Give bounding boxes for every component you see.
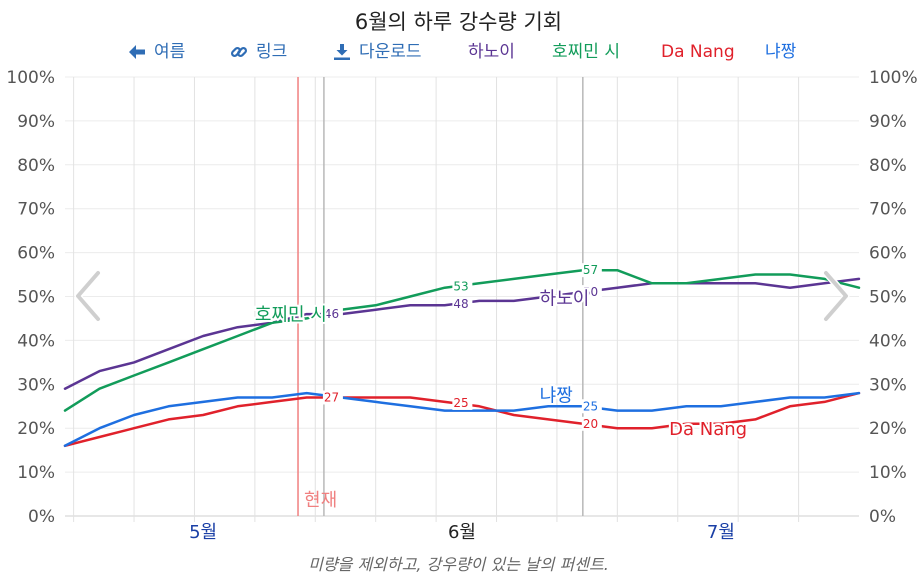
y-tick-label-left: 50% (17, 288, 55, 308)
data-label-bg (452, 395, 473, 410)
data-label-bg (581, 416, 602, 431)
month-tick-label: 5월 (189, 522, 217, 543)
data-label-bg (581, 399, 602, 414)
y-tick-label-left: 30% (17, 375, 55, 395)
legend-item-hanoi[interactable]: 하노이 (468, 42, 515, 62)
arrow-left-icon (129, 45, 145, 59)
prev-arrow[interactable] (74, 269, 102, 323)
y-tick-label-right: 30% (869, 375, 907, 395)
month-tick-label: 7월 (707, 522, 735, 543)
data-label-bg (581, 285, 602, 300)
footnote: 미량을 제외하고, 강우량이 있는 날의 퍼센트. (308, 555, 609, 574)
data-label-danang: 20 (583, 417, 598, 431)
y-tick-label-right: 100% (869, 68, 917, 88)
series-annotation-hcm: 호찌민 시 (255, 304, 327, 325)
y-tick-label-left: 100% (6, 68, 55, 88)
legend-item-nhatrang[interactable]: 냐짱 (765, 42, 797, 62)
y-axis-left: 0% 10% 20% 30% 40% 50% 60% 70% 80% 90% 100% (6, 68, 55, 527)
y-tick-label-right: 70% (869, 200, 907, 220)
chart-title: 6월의 하루 강수량 기회 (354, 10, 563, 34)
data-label-danang: 25 (453, 396, 468, 410)
now-marker: 현재 (297, 77, 337, 516)
series-annotation-nhatrang: 냐짱 (540, 385, 573, 406)
next-arrow[interactable] (822, 269, 850, 323)
y-tick-label-left: 20% (17, 419, 55, 439)
y-tick-label-left: 40% (17, 331, 55, 351)
data-label-bg (322, 390, 343, 405)
legend-item-hcm[interactable]: 호찌민 시 (552, 42, 620, 62)
y-tick-label-left: 90% (17, 112, 55, 132)
back-summer-button[interactable]: 여름 (128, 40, 185, 64)
back-summer-label: 여름 (154, 42, 186, 62)
data-label-danang: 27 (324, 390, 339, 404)
data-label-hcm: 57 (583, 263, 598, 277)
data-label-nhatrang: 25 (583, 399, 598, 413)
data-label-bg (322, 307, 343, 322)
now-label: 현재 (304, 490, 337, 511)
data-label-hanoi: 48 (453, 297, 468, 311)
y-tick-label-left: 70% (17, 200, 55, 220)
download-button[interactable]: 다운로드 (333, 40, 422, 64)
y-tick-label-left: 10% (17, 463, 55, 483)
y-tick-label-right: 10% (869, 463, 907, 483)
link-icon (230, 46, 248, 58)
y-tick-label-right: 50% (869, 288, 907, 308)
download-label: 다운로드 (359, 42, 422, 62)
month-tick-label: 6월 (448, 522, 476, 543)
data-label-hcm: 53 (453, 280, 468, 294)
y-tick-label-right: 60% (869, 244, 907, 264)
data-label-bg (452, 279, 473, 294)
y-tick-label-right: 40% (869, 331, 907, 351)
series-annotation-hanoi: 하노이 (540, 289, 590, 310)
series-line-nhatrang (63, 391, 861, 448)
x-axis: 5월 6월 7월 (189, 522, 735, 543)
y-tick-label-right: 90% (869, 112, 907, 132)
y-tick-label-right: 0% (869, 507, 896, 527)
link-label: 링크 (256, 42, 288, 62)
series-annotation-danang: Da Nang (669, 419, 747, 440)
data-label-bg (581, 263, 602, 278)
y-tick-label-left: 60% (17, 244, 55, 264)
data-label-hanoi: 46 (324, 307, 339, 321)
y-tick-label-left: 0% (28, 507, 55, 527)
chart-toolbar: 여름 링크 다운로드 하노이 호찌민 시 Da Nang 냐짱 (0, 40, 917, 66)
data-label-hanoi: 50 (583, 285, 598, 299)
chart-grid (65, 76, 859, 522)
download-icon (334, 44, 350, 60)
y-tick-label-right: 20% (869, 419, 907, 439)
y-axis-right: 0% 10% 20% 30% 40% 50% 60% 70% 80% 90% 100% (869, 68, 917, 527)
data-labels: 46 48 50 53 57 27 25 20 25 (322, 263, 602, 431)
link-button[interactable]: 링크 (230, 40, 287, 64)
legend-item-danang[interactable]: Da Nang (661, 42, 735, 62)
y-tick-label-right: 80% (869, 156, 907, 176)
series-line-hanoi (63, 277, 861, 390)
y-tick-label-left: 80% (17, 156, 55, 176)
data-label-bg (452, 297, 473, 312)
